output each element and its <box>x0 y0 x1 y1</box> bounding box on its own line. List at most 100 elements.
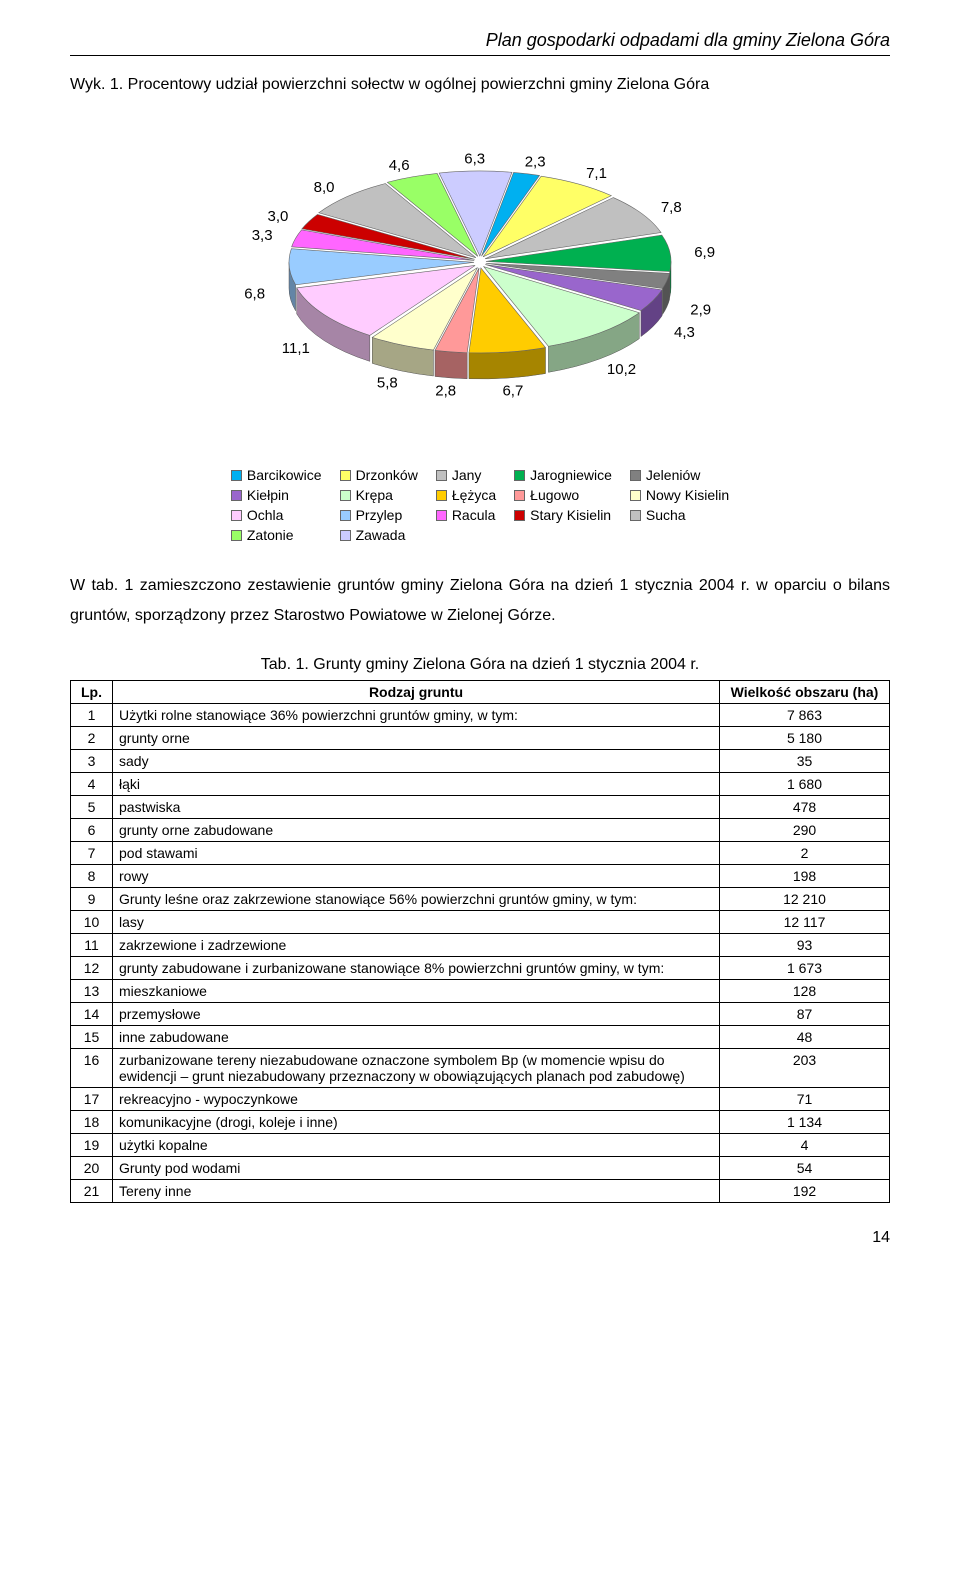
legend-label: Krępa <box>356 487 393 503</box>
cell-value: 48 <box>720 1025 890 1048</box>
legend-label: Kiełpin <box>247 487 289 503</box>
cell-value: 2 <box>720 841 890 864</box>
table-row: 4łąki1 680 <box>71 772 890 795</box>
cell-value: 71 <box>720 1087 890 1110</box>
legend-swatch <box>514 470 525 481</box>
cell-lp: 17 <box>71 1087 113 1110</box>
table-row: 3sady35 <box>71 749 890 772</box>
cell-value: 1 134 <box>720 1110 890 1133</box>
table-row: 12grunty zabudowane i zurbanizowane stan… <box>71 956 890 979</box>
cell-lp: 9 <box>71 887 113 910</box>
legend-label: Przylep <box>356 507 403 523</box>
legend-swatch <box>436 510 447 521</box>
cell-value: 12 117 <box>720 910 890 933</box>
cell-lp: 16 <box>71 1048 113 1087</box>
legend-swatch <box>231 490 242 501</box>
cell-value: 35 <box>720 749 890 772</box>
cell-lp: 12 <box>71 956 113 979</box>
cell-label: zurbanizowane tereny niezabudowane oznac… <box>113 1048 720 1087</box>
cell-label: pod stawami <box>113 841 720 864</box>
th-label: Rodzaj gruntu <box>113 680 720 703</box>
cell-label: Użytki rolne stanowiące 36% powierzchni … <box>113 703 720 726</box>
legend-swatch <box>630 510 641 521</box>
table-row: 20Grunty pod wodami54 <box>71 1156 890 1179</box>
table-row: 15inne zabudowane48 <box>71 1025 890 1048</box>
cell-value: 7 863 <box>720 703 890 726</box>
cell-label: grunty orne zabudowane <box>113 818 720 841</box>
cell-value: 198 <box>720 864 890 887</box>
cell-label: inne zabudowane <box>113 1025 720 1048</box>
cell-value: 93 <box>720 933 890 956</box>
legend-swatch <box>340 530 351 541</box>
legend-label: Drzonków <box>356 467 418 483</box>
cell-lp: 11 <box>71 933 113 956</box>
page-number: 14 <box>70 1229 890 1247</box>
svg-text:2,9: 2,9 <box>690 302 711 319</box>
cell-lp: 21 <box>71 1179 113 1202</box>
cell-lp: 15 <box>71 1025 113 1048</box>
legend-swatch <box>231 470 242 481</box>
table-row: 19użytki kopalne4 <box>71 1133 890 1156</box>
legend-swatch <box>436 470 447 481</box>
table-header-row: Lp. Rodzaj gruntu Wielkość obszaru (ha) <box>71 680 890 703</box>
svg-text:4,6: 4,6 <box>389 157 410 174</box>
legend-label: Jeleniów <box>646 467 700 483</box>
table-caption: Tab. 1. Grunty gminy Zielona Góra na dzi… <box>70 656 890 674</box>
cell-label: Grunty leśne oraz zakrzewione stanowiące… <box>113 887 720 910</box>
land-table: Lp. Rodzaj gruntu Wielkość obszaru (ha) … <box>70 680 890 1203</box>
cell-value: 128 <box>720 979 890 1002</box>
legend-swatch <box>514 510 525 521</box>
cell-label: użytki kopalne <box>113 1133 720 1156</box>
legend-label: Jarogniewice <box>530 467 612 483</box>
legend-swatch <box>436 490 447 501</box>
legend-label: Ochla <box>247 507 284 523</box>
legend-item: Drzonków <box>340 467 418 483</box>
cell-lp: 2 <box>71 726 113 749</box>
table-row: 7pod stawami2 <box>71 841 890 864</box>
table-row: 11zakrzewione i zadrzewione93 <box>71 933 890 956</box>
svg-text:2,8: 2,8 <box>435 382 456 399</box>
cell-lp: 18 <box>71 1110 113 1133</box>
svg-text:6,9: 6,9 <box>694 244 715 261</box>
legend-label: Sucha <box>646 507 686 523</box>
pie-chart: 2,37,17,86,92,94,310,26,72,85,811,16,83,… <box>70 112 890 447</box>
cell-lp: 10 <box>71 910 113 933</box>
legend-label: Zatonie <box>247 527 294 543</box>
legend-item: Racula <box>436 507 496 523</box>
cell-value: 87 <box>720 1002 890 1025</box>
legend-swatch <box>340 510 351 521</box>
legend-label: Ługowo <box>530 487 579 503</box>
legend-item: Krępa <box>340 487 418 503</box>
cell-lp: 14 <box>71 1002 113 1025</box>
cell-label: zakrzewione i zadrzewione <box>113 933 720 956</box>
legend-item: Barcikowice <box>231 467 322 483</box>
table-row: 5pastwiska478 <box>71 795 890 818</box>
th-lp: Lp. <box>71 680 113 703</box>
cell-label: Grunty pod wodami <box>113 1156 720 1179</box>
cell-value: 54 <box>720 1156 890 1179</box>
cell-label: sady <box>113 749 720 772</box>
cell-lp: 13 <box>71 979 113 1002</box>
legend-swatch <box>340 470 351 481</box>
table-row: 10lasy12 117 <box>71 910 890 933</box>
body-paragraph: W tab. 1 zamieszczono zestawienie gruntó… <box>70 571 890 632</box>
cell-lp: 4 <box>71 772 113 795</box>
table-row: 8rowy198 <box>71 864 890 887</box>
legend-item: Kiełpin <box>231 487 322 503</box>
svg-text:8,0: 8,0 <box>314 179 335 196</box>
legend-label: Nowy Kisielin <box>646 487 729 503</box>
cell-label: łąki <box>113 772 720 795</box>
table-row: 2grunty orne5 180 <box>71 726 890 749</box>
legend-item: Jany <box>436 467 496 483</box>
svg-text:4,3: 4,3 <box>674 324 695 341</box>
cell-label: rowy <box>113 864 720 887</box>
cell-label: grunty orne <box>113 726 720 749</box>
table-row: 1Użytki rolne stanowiące 36% powierzchni… <box>71 703 890 726</box>
legend-item: Jeleniów <box>630 467 729 483</box>
legend-swatch <box>630 490 641 501</box>
cell-label: komunikacyjne (drogi, koleje i inne) <box>113 1110 720 1133</box>
cell-lp: 19 <box>71 1133 113 1156</box>
legend-item: Zatonie <box>231 527 322 543</box>
cell-lp: 7 <box>71 841 113 864</box>
cell-lp: 1 <box>71 703 113 726</box>
